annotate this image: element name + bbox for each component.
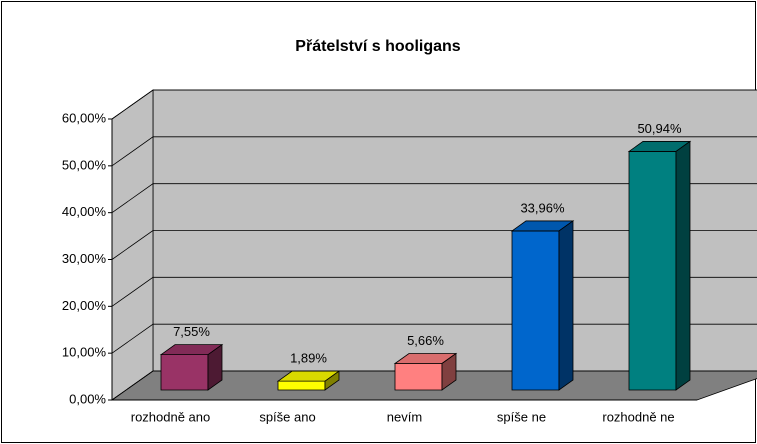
y-tick-label: 30,00% <box>62 251 107 266</box>
y-tick-label: 40,00% <box>62 204 107 219</box>
bar <box>159 343 224 391</box>
x-tick-label: rozhodně ano <box>131 409 211 424</box>
x-tick-label: rozhodně ne <box>602 409 674 424</box>
value-label: 1,89% <box>290 351 327 366</box>
x-tick-label: spíše ne <box>497 409 546 424</box>
bar-front <box>394 363 443 391</box>
bar <box>510 220 575 391</box>
grid-line <box>111 89 757 120</box>
value-label: 7,55% <box>173 324 210 339</box>
grid-line <box>111 136 757 167</box>
bar-side <box>675 140 691 391</box>
value-label: 5,66% <box>407 333 444 348</box>
x-tick-label: spíše ano <box>259 409 315 424</box>
bar-front <box>628 151 677 391</box>
bar-side <box>324 370 340 391</box>
bar-front <box>160 354 209 391</box>
bar-front <box>277 380 326 391</box>
bar-front <box>511 230 560 391</box>
bar-side <box>207 343 223 391</box>
value-label: 50,94% <box>637 121 682 136</box>
y-tick-label: 50,00% <box>62 157 107 172</box>
bar <box>276 370 341 391</box>
chart-title: Přátelství s hooligans <box>295 38 460 55</box>
bar-side <box>558 220 574 391</box>
grid-line <box>111 183 757 213</box>
bar <box>627 140 692 391</box>
y-tick-label: 10,00% <box>62 345 107 360</box>
x-tick-label: nevím <box>387 409 422 424</box>
y-tick-label: 0,00% <box>69 391 106 406</box>
bar <box>393 352 458 391</box>
value-label: 33,96% <box>520 200 565 215</box>
bar-side <box>441 352 457 391</box>
y-tick-label: 60,00% <box>62 110 107 125</box>
y-tick-label: 20,00% <box>62 298 107 313</box>
